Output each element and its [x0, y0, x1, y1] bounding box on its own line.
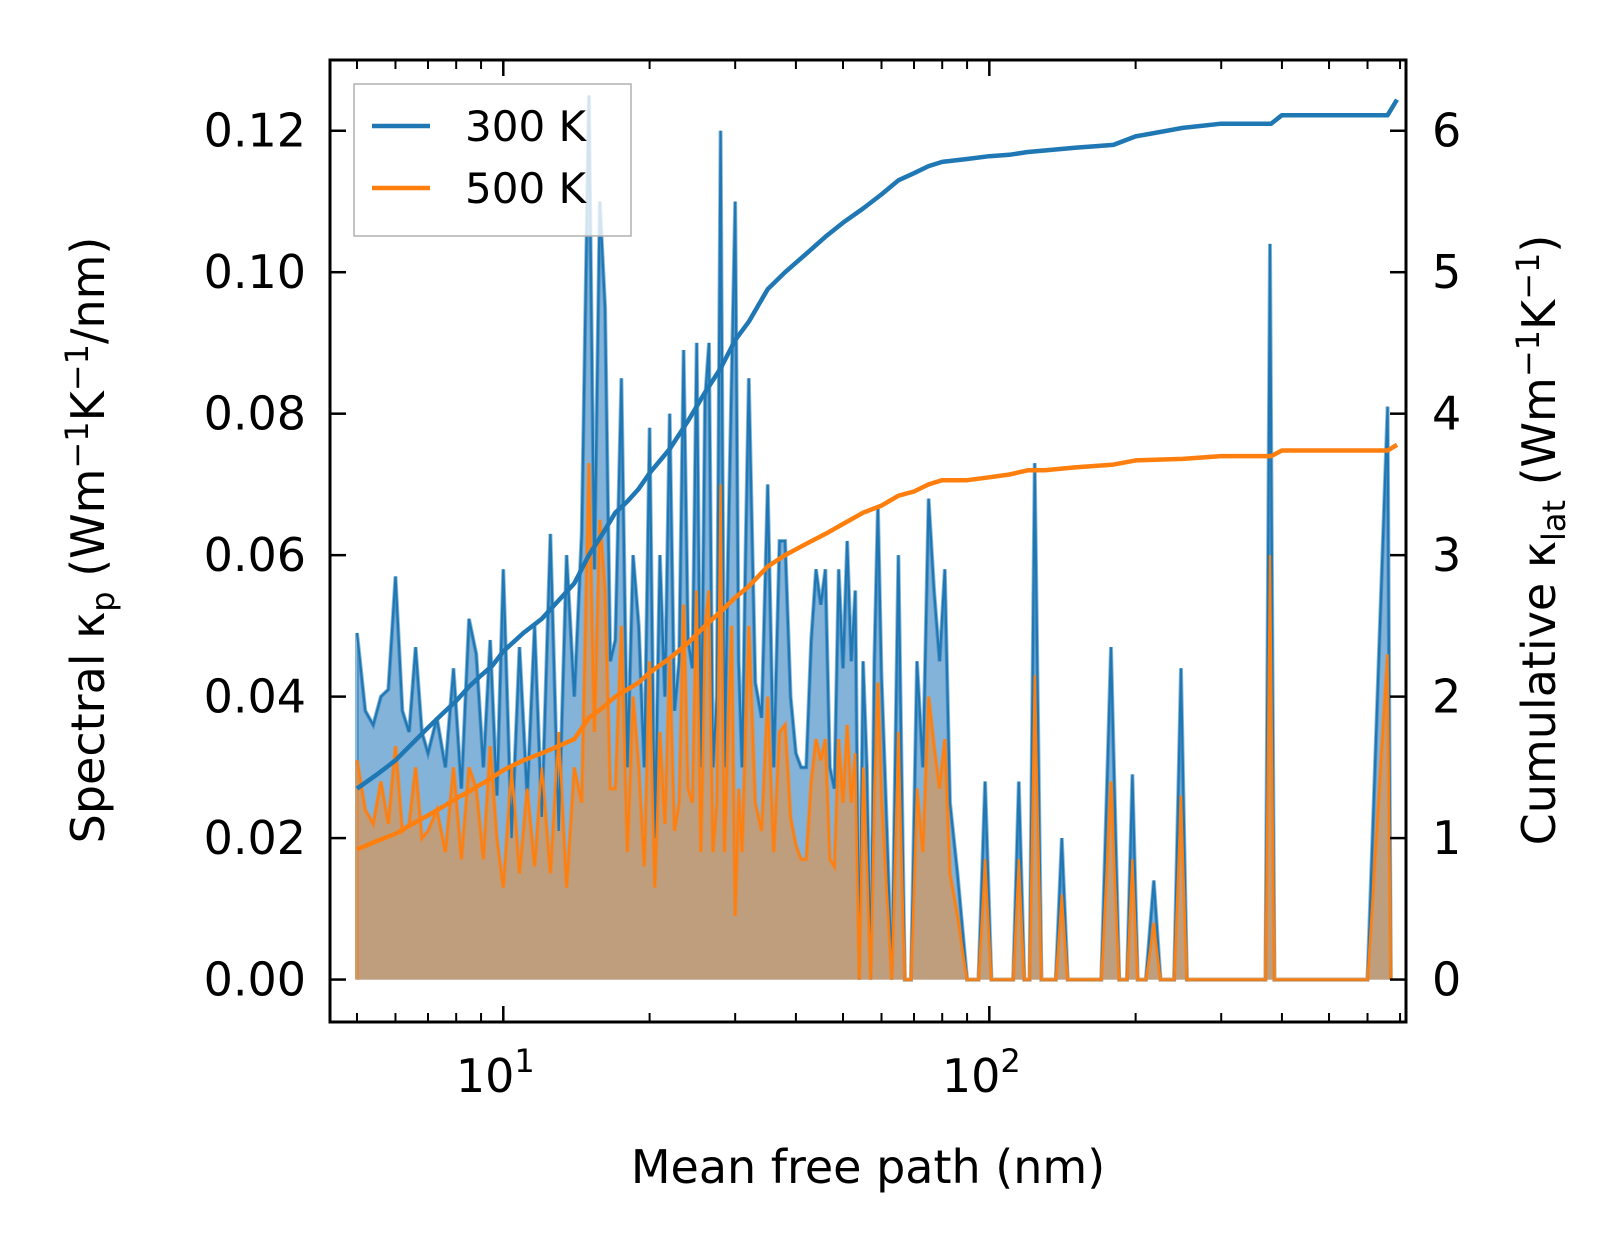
y-left-tick-label: 0.10 [204, 245, 306, 299]
y-left-tick-label: 0.08 [204, 387, 306, 441]
y-left-title-sub: p [84, 591, 122, 611]
x-tick-label: 102 [942, 1042, 1021, 1103]
y-right-tick-label: 0 [1432, 953, 1461, 1007]
y-right-tick-label: 5 [1432, 245, 1461, 299]
y-right-title-units-mid: K [1512, 298, 1566, 330]
y-right-title-exp1: −1 [1509, 330, 1547, 377]
plot-frame [328, 58, 1408, 1024]
y-left-tick-label: 0.04 [204, 670, 306, 724]
y-left-title-units-open: (Wm [61, 469, 115, 592]
cumulative-line-300k [355, 98, 1399, 791]
y-left-tick-label: 0.12 [204, 104, 306, 158]
legend-box [353, 83, 632, 237]
axis-ticks: 0.00 0.02 0.04 0.06 0.08 0.10 0.12 0 1 2 3 4 5 6 101 10… [204, 60, 1461, 1103]
y-right-title-units-open: (Wm [1512, 377, 1566, 500]
legend: 300 K 500 K [353, 83, 632, 237]
y-right-title-main: Cumulative κ [1512, 541, 1566, 845]
legend-label-300k: 300 K [465, 102, 588, 151]
cumulative-lines [355, 98, 1399, 852]
y-left-title-exp1: −1 [58, 421, 96, 468]
y-right-tick-label: 3 [1432, 528, 1461, 582]
y-axis-right-title: Cumulative κlat (Wm−1K−1) [1509, 235, 1573, 846]
legend-label-500k: 500 K [465, 164, 588, 213]
x-tick-label: 101 [456, 1042, 535, 1103]
y-left-tick-label: 0.00 [204, 953, 306, 1007]
spectral-line-500k [355, 463, 1392, 981]
y-left-title-exp2: −1 [58, 344, 96, 391]
x-axis-title: Mean free path (nm) [631, 1140, 1105, 1194]
y-left-tick-label: 0.02 [204, 811, 306, 865]
y-left-title-units-close: /nm) [61, 237, 115, 344]
y-left-title-main: Spectral κ [61, 612, 115, 844]
y-right-title-units-close: ) [1512, 235, 1566, 253]
y-right-tick-label: 6 [1432, 104, 1461, 158]
y-right-tick-label: 2 [1432, 670, 1461, 724]
y-right-tick-label: 4 [1432, 387, 1461, 441]
y-right-title-exp2: −1 [1509, 253, 1547, 300]
y-left-tick-label: 0.06 [204, 528, 306, 582]
y-axis-left-title: Spectral κp (Wm−1K−1/nm) [58, 237, 122, 844]
y-left-title-units-mid: K [61, 389, 115, 421]
y-right-tick-label: 1 [1432, 811, 1461, 865]
y-right-title-sub: lat [1535, 500, 1573, 541]
cumulative-line-500k [356, 442, 1399, 852]
